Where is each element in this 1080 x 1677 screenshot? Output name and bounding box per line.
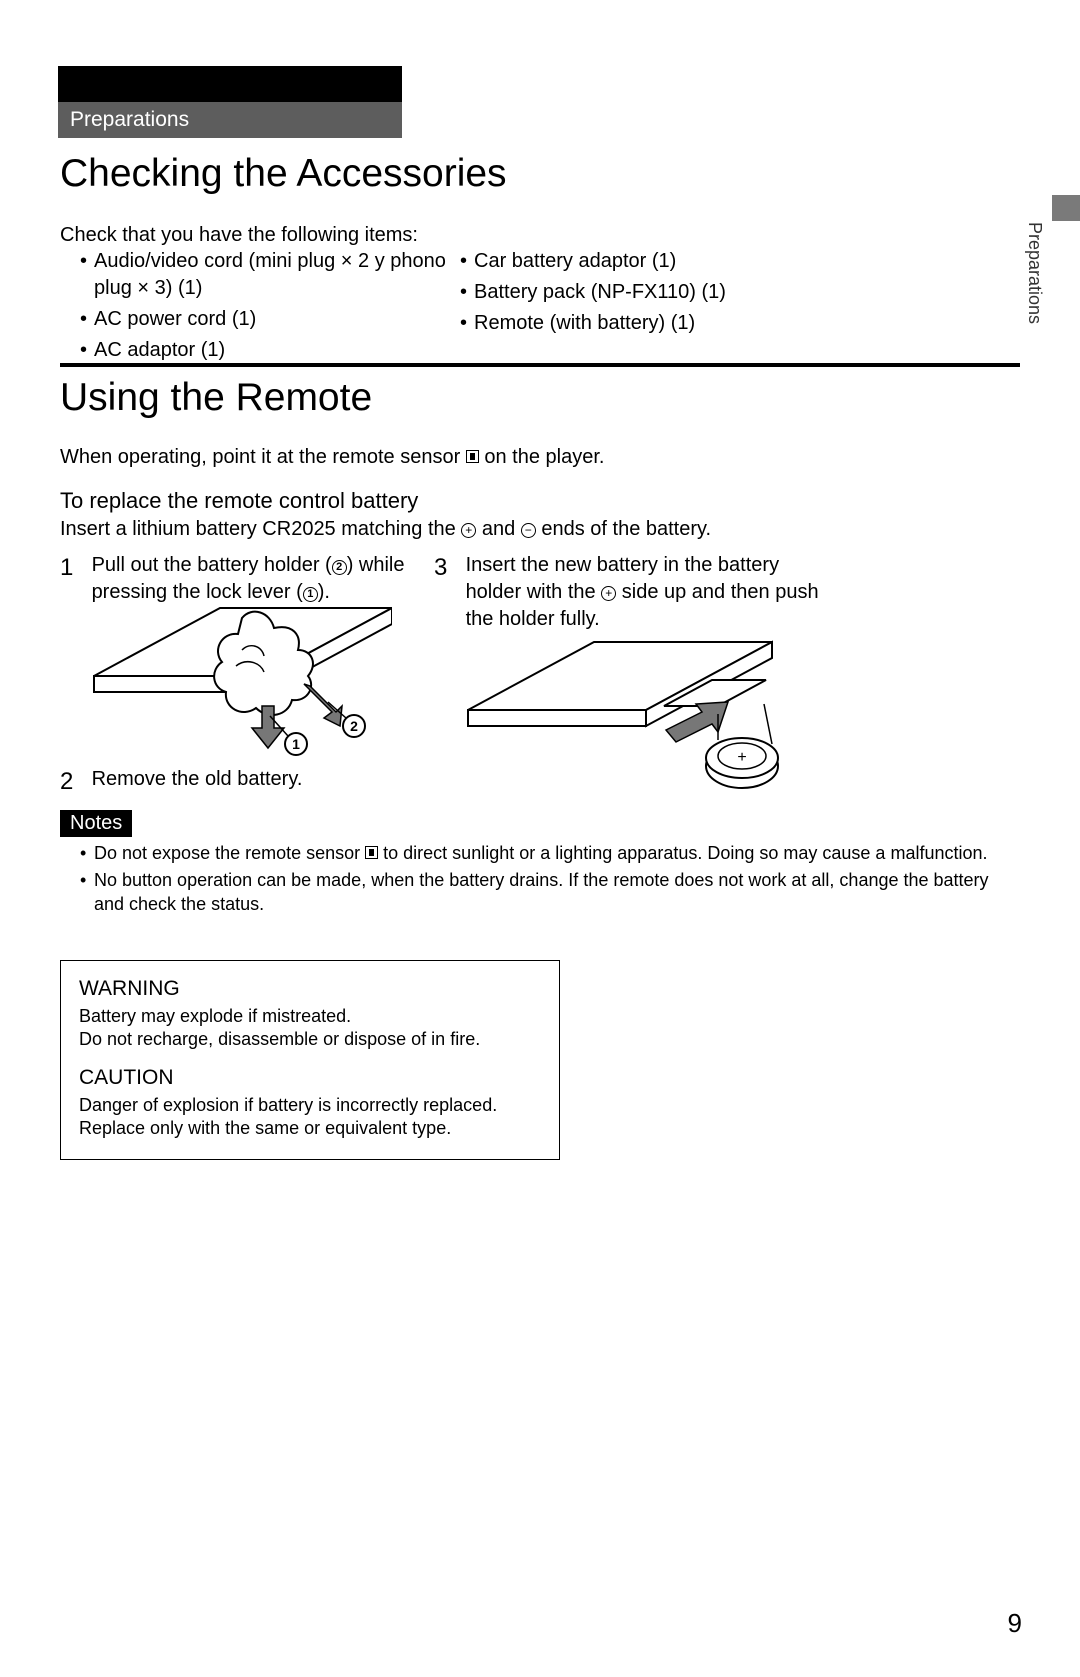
illustration-insert-battery: + xyxy=(466,640,786,802)
heading-accessories: Checking the Accessories xyxy=(60,152,507,196)
note-post: to direct sunlight or a lighting apparat… xyxy=(378,843,987,863)
step-1: 1 Pull out the battery holder (2) while … xyxy=(60,552,462,606)
remote-operating-post: on the player. xyxy=(479,446,605,468)
step-text: Insert the new battery in the battery ho… xyxy=(466,552,836,633)
replace-intro-pre: Insert a lithium battery CR2025 matching… xyxy=(60,518,461,540)
svg-text:2: 2 xyxy=(350,718,358,734)
accessory-item: AC power cord (1) xyxy=(80,306,450,333)
warning-body: Battery may explode if mistreated. Do no… xyxy=(79,1005,541,1052)
plus-icon: + xyxy=(601,586,616,601)
step1-pre: Pull out the battery holder ( xyxy=(92,554,332,576)
note-pre: Do not expose the remote sensor xyxy=(94,843,365,863)
replace-intro-post: ends of the battery. xyxy=(536,518,711,540)
step-text: Pull out the battery holder (2) while pr… xyxy=(92,552,462,606)
caution-body: Danger of explosion if battery is incorr… xyxy=(79,1094,541,1141)
circled-2-icon: 2 xyxy=(332,560,347,575)
side-tab-mark xyxy=(1052,195,1080,221)
illustration-remove-battery: 1 2 xyxy=(92,606,392,758)
notes-badge: Notes xyxy=(60,810,132,837)
step1-post: ). xyxy=(318,581,330,603)
section-tab: Preparations xyxy=(58,102,402,138)
plus-icon: + xyxy=(461,523,476,538)
note-item: No button operation can be made, when th… xyxy=(80,869,1020,916)
svg-text:1: 1 xyxy=(292,736,300,752)
divider xyxy=(60,363,1020,367)
accessories-col-left: Audio/video cord (mini plug × 2 y phono … xyxy=(80,248,450,368)
step-number: 1 xyxy=(60,552,86,584)
accessory-item: Car battery adaptor (1) xyxy=(460,248,880,275)
step-2: 2 Remove the old battery. xyxy=(60,766,462,798)
header-black-block xyxy=(58,66,402,102)
remote-operating-pre: When operating, point it at the remote s… xyxy=(60,446,466,468)
step-3: 3 Insert the new battery in the battery … xyxy=(434,552,836,633)
warning-heading: WARNING xyxy=(79,977,541,1001)
replace-intro: Insert a lithium battery CR2025 matching… xyxy=(60,516,711,543)
accessory-item: AC adaptor (1) xyxy=(80,337,450,364)
accessory-item: Audio/video cord (mini plug × 2 y phono … xyxy=(80,248,450,302)
step-number: 2 xyxy=(60,766,86,798)
replace-subhead: To replace the remote control battery xyxy=(60,488,418,514)
side-section-label: Preparations xyxy=(1024,222,1045,324)
remote-operating-text: When operating, point it at the remote s… xyxy=(60,444,604,471)
warning-box: WARNING Battery may explode if mistreate… xyxy=(60,960,560,1160)
replace-intro-mid: and xyxy=(476,518,520,540)
step-text: Remove the old battery. xyxy=(92,766,462,793)
accessories-intro: Check that you have the following items: xyxy=(60,222,418,249)
accessory-item: Remote (with battery) (1) xyxy=(460,310,880,337)
step-number: 3 xyxy=(434,552,460,584)
caution-heading: CAUTION xyxy=(79,1066,541,1090)
svg-text:+: + xyxy=(737,749,746,766)
notes-body: Do not expose the remote sensor to direc… xyxy=(80,842,1020,920)
note-item: Do not expose the remote sensor to direc… xyxy=(80,842,1020,865)
minus-icon: − xyxy=(521,523,536,538)
page-number: 9 xyxy=(1008,1608,1022,1639)
accessories-col-right: Car battery adaptor (1) Battery pack (NP… xyxy=(460,248,880,341)
remote-sensor-icon xyxy=(365,846,378,859)
accessory-item: Battery pack (NP-FX110) (1) xyxy=(460,279,880,306)
remote-sensor-icon xyxy=(466,450,479,463)
heading-remote: Using the Remote xyxy=(60,376,372,420)
circled-1-icon: 1 xyxy=(303,587,318,602)
